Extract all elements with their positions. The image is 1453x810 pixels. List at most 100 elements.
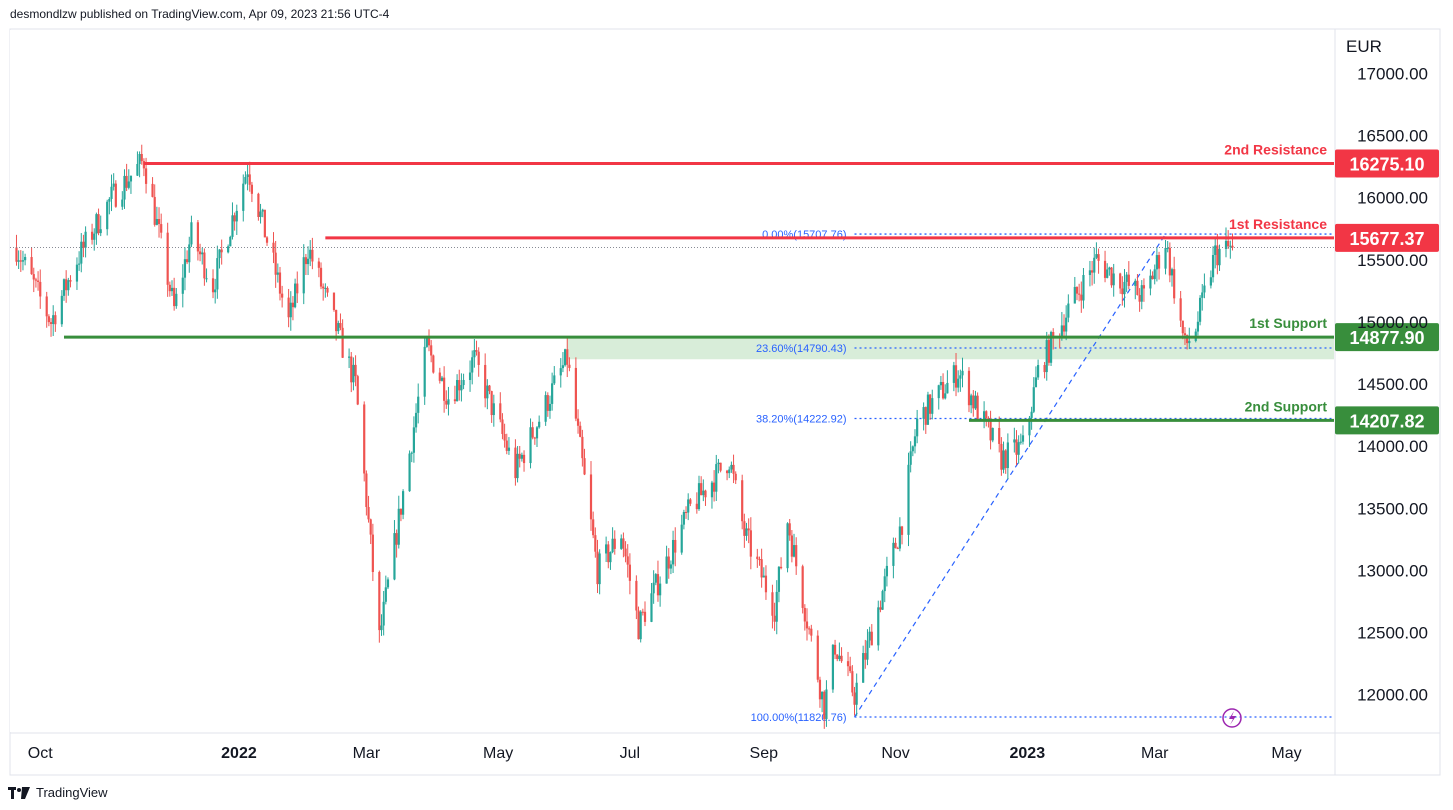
candle-body <box>347 356 351 358</box>
candle <box>579 421 582 438</box>
candle <box>970 393 973 414</box>
candle-body <box>777 566 781 592</box>
candle <box>1227 230 1230 250</box>
candle <box>1198 295 1202 326</box>
candle <box>332 292 336 312</box>
candle <box>592 511 595 539</box>
candle-body <box>937 385 940 399</box>
candle <box>1080 281 1083 313</box>
candle-body <box>864 653 867 660</box>
candle <box>276 263 279 283</box>
candle-body <box>278 272 282 294</box>
candle <box>1201 284 1204 311</box>
candle-body <box>1198 297 1202 322</box>
candle-body <box>702 490 705 496</box>
candle-body <box>756 556 759 560</box>
candle-body <box>367 507 370 520</box>
candle <box>1108 266 1111 276</box>
candle <box>317 257 320 278</box>
candle <box>792 533 796 558</box>
candle-body <box>972 395 975 409</box>
candle <box>289 291 292 331</box>
candle-body <box>265 237 269 243</box>
candle <box>123 169 126 209</box>
candle <box>548 395 552 419</box>
candle-body <box>697 483 701 510</box>
candle-body <box>849 666 852 672</box>
candle <box>462 373 465 390</box>
candle <box>291 296 295 321</box>
candle-body <box>1209 277 1212 286</box>
candle-body <box>168 284 171 292</box>
candle <box>900 525 904 545</box>
candle-body <box>667 556 670 569</box>
candle-body <box>1112 273 1115 286</box>
candle <box>795 537 798 575</box>
candle <box>561 352 565 373</box>
candle <box>21 250 25 271</box>
candle-body <box>153 196 156 225</box>
candle-body <box>659 583 662 596</box>
x-tick-label: Sep <box>750 745 779 762</box>
candle <box>242 174 245 222</box>
candle-body <box>974 395 977 409</box>
candle <box>620 534 623 550</box>
candle <box>218 249 221 269</box>
candle <box>447 386 450 416</box>
candle <box>1153 264 1156 285</box>
fib-trendline <box>854 233 1167 718</box>
candle <box>274 240 277 288</box>
candle-body <box>710 482 714 498</box>
candle-body <box>1227 240 1230 247</box>
candle-body <box>868 631 871 641</box>
candle <box>654 573 657 586</box>
candle <box>1090 260 1094 286</box>
candle <box>855 673 858 716</box>
candle <box>1036 359 1040 380</box>
candle <box>1127 261 1130 290</box>
footer-brand[interactable]: TradingView <box>8 785 108 800</box>
candle <box>1013 427 1016 453</box>
candle <box>710 480 714 509</box>
candle <box>155 206 158 226</box>
candle <box>484 353 487 408</box>
currency-label: EUR <box>1346 37 1382 56</box>
candle-body <box>408 453 411 492</box>
candle-body <box>97 214 100 234</box>
candle <box>972 390 975 417</box>
candle <box>140 144 143 165</box>
candle <box>304 253 308 276</box>
candle <box>764 565 768 600</box>
candle <box>538 415 541 429</box>
candle-body <box>108 198 111 202</box>
candle-body <box>825 689 828 719</box>
candle <box>734 471 737 485</box>
candle <box>235 204 238 235</box>
candle-body <box>1127 274 1130 286</box>
candle <box>818 676 822 708</box>
candle <box>501 413 504 440</box>
candle-body <box>306 258 310 265</box>
candle <box>684 506 688 519</box>
candle <box>758 556 761 566</box>
candle <box>54 311 57 332</box>
candle-body <box>257 193 260 217</box>
x-ticks-layer: Oct 2022 Mar May Jul Sep Nov 2023 Mar May <box>28 745 1302 762</box>
candle <box>15 234 18 266</box>
candle <box>272 232 275 264</box>
y-tick-label: 17000.00 <box>1357 64 1428 83</box>
candle <box>490 390 493 423</box>
candle-body <box>1138 294 1141 302</box>
candle <box>598 549 601 595</box>
level-tag-0 <box>1335 149 1439 178</box>
candle <box>704 489 707 506</box>
candle <box>989 410 992 450</box>
candle-body <box>229 236 232 247</box>
candle-body <box>529 427 532 464</box>
candle-body <box>155 218 158 225</box>
candle-body <box>95 214 98 234</box>
candle-body <box>205 278 208 280</box>
replay-icon[interactable] <box>1222 708 1242 728</box>
candle-body <box>438 372 441 381</box>
